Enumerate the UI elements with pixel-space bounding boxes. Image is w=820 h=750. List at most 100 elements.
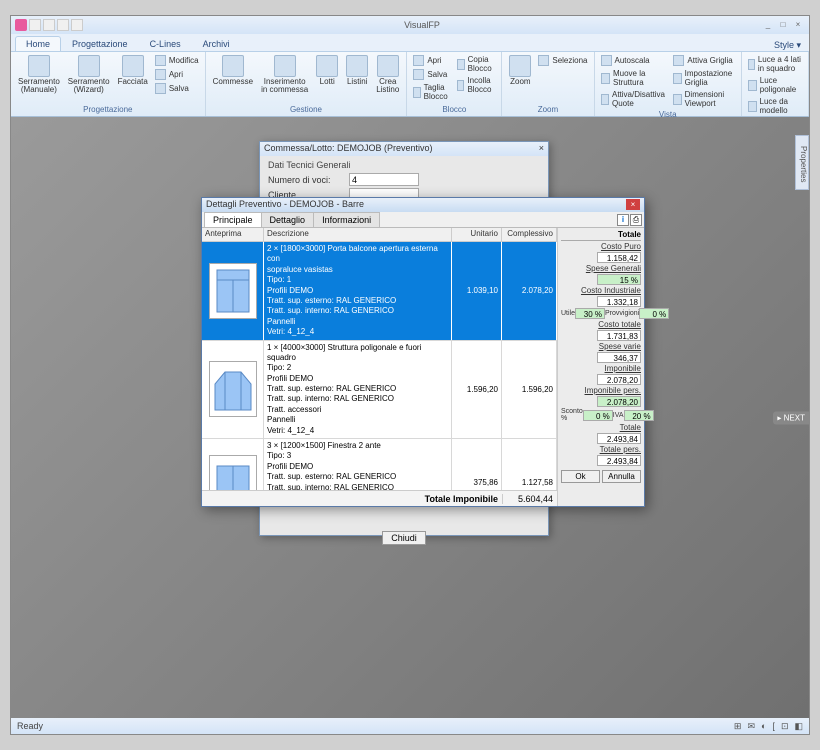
- tab-informazioni[interactable]: Informazioni: [313, 212, 380, 227]
- ribbon-icon: [222, 55, 244, 77]
- ribbon-icon: [509, 55, 531, 77]
- ribbon-tab-home[interactable]: Home: [15, 36, 61, 51]
- qat-open-icon[interactable]: [43, 19, 55, 31]
- ribbon-icon: [413, 69, 424, 80]
- ribbon-icon: [155, 69, 166, 80]
- ribbon-button[interactable]: Serramento (Manuale): [15, 54, 63, 95]
- ribbon-button-small[interactable]: Luce da modello: [746, 96, 804, 116]
- ribbon-button-small[interactable]: Modifica: [153, 54, 201, 67]
- totale-imponibile-label: Totale Imponibile: [202, 494, 502, 504]
- unitario-cell: 1.039,10: [452, 242, 502, 340]
- qat-print-icon[interactable]: [71, 19, 83, 31]
- totale-label-row: Costo Industriale: [561, 286, 641, 295]
- totale-label-row: Totale: [561, 423, 641, 432]
- thumbnail-cell: [202, 439, 264, 490]
- ok-button[interactable]: Ok: [561, 470, 600, 483]
- ribbon-button-small[interactable]: Impostazione Griglia: [671, 68, 737, 88]
- window-controls: _ □ ×: [761, 20, 805, 30]
- totale-label-row: Costo Puro: [561, 242, 641, 251]
- totale-value-row: 1.731,83: [561, 330, 641, 341]
- print-icon[interactable]: ⎙: [630, 214, 642, 226]
- ribbon-button[interactable]: Listini: [343, 54, 371, 87]
- commessa-titlebar: Commessa/Lotto: DEMOJOB (Preventivo) ×: [260, 142, 548, 156]
- ribbon-tab-archivi[interactable]: Archivi: [192, 36, 241, 51]
- status-text: Ready: [17, 721, 43, 731]
- ribbon-icon: [28, 55, 50, 77]
- ribbon-button[interactable]: Lotti: [313, 54, 341, 87]
- ribbon-button-small[interactable]: Apri: [153, 68, 201, 81]
- table-row[interactable]: 3 × [1200×1500] Finestra 2 anteTipo: 3Pr…: [202, 439, 557, 490]
- dati-tecnici-label: Dati Tecnici Generali: [268, 160, 540, 170]
- qat-save-icon[interactable]: [57, 19, 69, 31]
- ribbon-button-small[interactable]: Muove la Struttura: [599, 68, 670, 88]
- next-button[interactable]: ▸ NEXT: [773, 411, 809, 424]
- style-dropdown[interactable]: Style ▾: [774, 40, 809, 51]
- quick-access-toolbar: [15, 19, 83, 31]
- commessa-close-icon[interactable]: ×: [539, 143, 544, 155]
- ribbon-button-small[interactable]: Salva: [153, 82, 201, 95]
- ribbon-icon: [748, 80, 757, 91]
- status-icon: ◧: [794, 721, 803, 732]
- col-complessivo: Complessivo: [502, 228, 557, 241]
- ribbon-button-small[interactable]: Apri: [411, 54, 453, 67]
- item-thumbnail: [209, 361, 257, 417]
- totale-value: 15 %: [597, 274, 641, 285]
- close-icon[interactable]: ×: [791, 20, 805, 30]
- info-icon[interactable]: i: [617, 214, 629, 226]
- annulla-button[interactable]: Annulla: [602, 470, 641, 483]
- ribbon-icon: [673, 73, 681, 84]
- ribbon-icon: [748, 59, 755, 70]
- table-row[interactable]: 1 × [4000×3000] Struttura poligonale e f…: [202, 341, 557, 440]
- maximize-icon[interactable]: □: [776, 20, 790, 30]
- ribbon-button-small[interactable]: Dimensioni Viewport: [671, 89, 737, 109]
- ribbon-button-small[interactable]: Luce poligonale: [746, 75, 804, 95]
- ribbon-group-label: Zoom: [506, 104, 589, 114]
- ribbon-icon: [78, 55, 100, 77]
- table-row[interactable]: 2 × [1800×3000] Porta balcone apertura e…: [202, 242, 557, 341]
- ribbon-button-small[interactable]: Taglia Blocco: [411, 82, 453, 102]
- properties-tab[interactable]: Properties: [795, 135, 809, 190]
- ribbon-button-small[interactable]: Copia Blocco: [455, 54, 497, 74]
- ribbon-button-small[interactable]: Attiva Griglia: [671, 54, 737, 67]
- description-cell: 3 × [1200×1500] Finestra 2 anteTipo: 3Pr…: [264, 439, 452, 490]
- totale-label-row: Imponibile: [561, 364, 641, 373]
- ribbon-button[interactable]: Zoom: [506, 54, 534, 87]
- totale-value: 1.158,42: [597, 252, 641, 263]
- totale-row: Utile30 %Provvigioni0 %: [561, 308, 641, 319]
- tab-principale[interactable]: Principale: [204, 212, 262, 227]
- chiudi-button[interactable]: Chiudi: [382, 531, 426, 545]
- totale-value-row: 2.078,20: [561, 374, 641, 385]
- ribbon-button[interactable]: Crea Listino: [373, 54, 402, 95]
- ribbon-button[interactable]: Serramento (Wizard): [65, 54, 113, 95]
- totale-label-row: Imponibile pers.: [561, 386, 641, 395]
- complessivo-cell: 1.596,20: [502, 341, 557, 439]
- unitario-cell: 1.596,20: [452, 341, 502, 439]
- ribbon-button-small[interactable]: Seleziona: [536, 54, 589, 67]
- ribbon-icon: [673, 55, 684, 66]
- ribbon-tab-clines[interactable]: C-Lines: [139, 36, 192, 51]
- ribbon-button-small[interactable]: Autoscala: [599, 54, 670, 67]
- complessivo-cell: 1.127,58: [502, 439, 557, 490]
- thumbnail-cell: [202, 242, 264, 340]
- ribbon-button-small[interactable]: Incolla Blocco: [455, 75, 497, 95]
- totale-panel: Totale Costo Puro1.158,42Spese Generali1…: [558, 228, 644, 506]
- ribbon-button[interactable]: Inserimento in commessa: [258, 54, 311, 95]
- grid-footer: Totale Imponibile 5.604,44: [202, 490, 557, 506]
- num-voci-input[interactable]: [349, 173, 419, 186]
- ribbon-button-small[interactable]: Luce a 4 lati in squadro: [746, 54, 804, 74]
- ribbon-icon: [601, 73, 610, 84]
- ribbon-button-small[interactable]: Salva: [411, 68, 453, 81]
- ribbon-button-small[interactable]: Attiva/Disattiva Quote: [599, 89, 670, 109]
- tab-dettaglio[interactable]: Dettaglio: [261, 212, 315, 227]
- totale-value-row: 346,37: [561, 352, 641, 363]
- totale-value: 346,37: [597, 352, 641, 363]
- ribbon-tab-progettazione[interactable]: Progettazione: [61, 36, 139, 51]
- ribbon-icon: [413, 87, 420, 98]
- ribbon-button[interactable]: Facciata: [115, 54, 151, 87]
- ribbon-button[interactable]: Commesse: [210, 54, 256, 87]
- qat-new-icon[interactable]: [29, 19, 41, 31]
- unitario-cell: 375,86: [452, 439, 502, 490]
- minimize-icon[interactable]: _: [761, 20, 775, 30]
- statusbar: Ready ⊞ ✉ ◐ [ ⊡ ◧: [11, 718, 809, 734]
- dettagli-close-icon[interactable]: ×: [626, 199, 640, 210]
